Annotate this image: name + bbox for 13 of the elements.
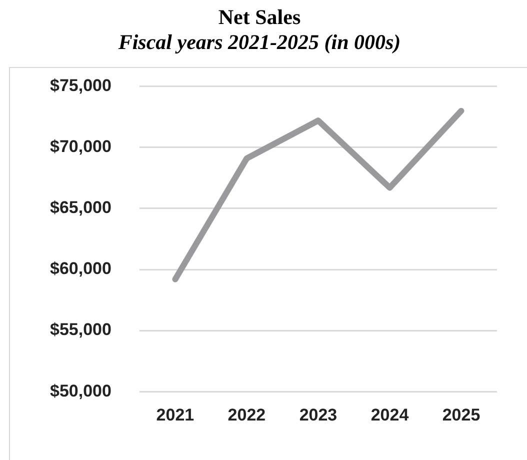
x-tick-label: 2022 [228,405,266,424]
y-tick-label: $50,000 [50,381,112,400]
y-tick-label: $60,000 [50,259,112,278]
y-tick-label: $55,000 [50,320,112,340]
x-tick-label: 2021 [156,405,194,424]
x-tick-label: 2023 [299,405,338,424]
x-tick-label: 2025 [442,405,480,424]
y-tick-label: $70,000 [50,137,112,156]
chart-subtitle: Fiscal years 2021-2025 (in 000s) [117,30,401,54]
y-tick-label: $75,000 [50,76,112,96]
x-tick-label: 2024 [370,405,410,424]
y-tick-label: $65,000 [50,198,112,218]
chart-title: Net Sales [218,5,301,30]
